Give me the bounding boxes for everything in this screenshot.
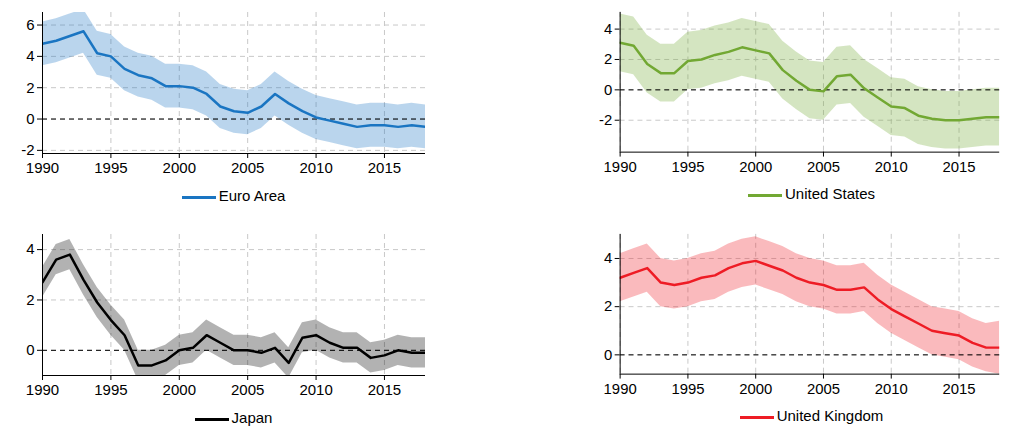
svg-text:4: 4 [604,250,612,266]
svg-text:6: 6 [26,16,34,33]
svg-text:1995: 1995 [671,159,704,175]
svg-text:1995: 1995 [94,159,127,176]
svg-text:1990: 1990 [26,159,59,176]
svg-text:4: 4 [604,21,612,37]
svg-text:2015: 2015 [943,381,976,397]
svg-text:2015: 2015 [368,159,401,176]
svg-text:-2: -2 [599,112,612,128]
svg-text:2000: 2000 [739,159,772,175]
svg-text:2005: 2005 [807,381,840,397]
svg-text:0: 0 [604,82,612,98]
svg-text:1995: 1995 [94,381,127,398]
svg-text:0: 0 [26,341,34,358]
svg-text:2: 2 [26,79,34,96]
svg-text:2005: 2005 [231,381,264,398]
svg-text:2: 2 [604,51,612,67]
svg-text:2010: 2010 [299,159,332,176]
svg-text:2005: 2005 [807,159,840,175]
svg-text:2010: 2010 [875,159,908,175]
svg-text:2000: 2000 [163,381,196,398]
svg-text:2: 2 [26,291,34,308]
svg-text:-2: -2 [21,141,34,158]
html-text:United States: United States [785,185,875,203]
svg-text:2: 2 [604,298,612,314]
svg-text:2005: 2005 [231,159,264,176]
svg-text:2010: 2010 [299,381,332,398]
svg-text:4: 4 [26,240,34,257]
html-text:United Kingdom: United Kingdom [776,407,884,425]
svg-text:2015: 2015 [943,159,976,175]
svg-text:0: 0 [26,110,34,127]
svg-text:2010: 2010 [875,381,908,397]
html-text:Japan: Japan [231,409,273,426]
html-text:Euro Area: Euro Area [218,187,286,204]
svg-text:2000: 2000 [163,159,196,176]
svg-text:2015: 2015 [368,381,401,398]
svg-text:0: 0 [604,347,612,363]
svg-text:1990: 1990 [26,381,59,398]
svg-text:2000: 2000 [739,381,772,397]
svg-text:4: 4 [26,47,34,64]
svg-text:1990: 1990 [604,381,637,397]
svg-text:1990: 1990 [604,159,637,175]
svg-text:1995: 1995 [671,381,704,397]
